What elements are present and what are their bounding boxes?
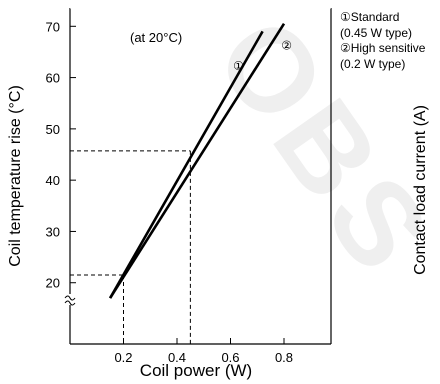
legend-entry-2-line1: ②High sensitive xyxy=(340,41,426,55)
x-tick-label: 0.8 xyxy=(275,350,293,365)
legend-entry-1-line1: ①Standard xyxy=(340,10,400,24)
y-tick-label: 40 xyxy=(46,173,60,188)
series-marker-2: ② xyxy=(281,38,292,52)
axis-break-gap xyxy=(65,294,75,305)
y-tick-label: 70 xyxy=(46,19,60,34)
x-axis-label: Coil power (W) xyxy=(140,361,252,380)
y-axis-label: Coil temperature rise (°C) xyxy=(7,85,24,267)
legend: ①Standard (0.45 W type) ②High sensitive … xyxy=(340,10,425,72)
series-line-1 xyxy=(108,30,264,299)
y-tick-label: 20 xyxy=(46,276,60,291)
legend-entry-2-line2: (0.2 W type) xyxy=(340,56,406,71)
y-tick-label: 30 xyxy=(46,224,60,239)
x-tick-label: 0.6 xyxy=(221,350,239,365)
legend-entry-1-line2: (0.45 W type) xyxy=(340,25,413,40)
x-tick-label: 0.4 xyxy=(168,350,186,365)
right-axis-label: Contact load current (A) xyxy=(412,105,429,275)
y-tick-label: 50 xyxy=(46,122,60,137)
axis-break-mark xyxy=(64,295,76,301)
series-line-2 xyxy=(109,23,286,299)
x-tick-label: 0.2 xyxy=(114,350,132,365)
series-marker-1: ① xyxy=(233,59,244,73)
condition-annotation: (at 20°C) xyxy=(130,30,182,45)
axis-break-mark xyxy=(64,300,76,306)
y-tick-label: 60 xyxy=(46,71,60,86)
